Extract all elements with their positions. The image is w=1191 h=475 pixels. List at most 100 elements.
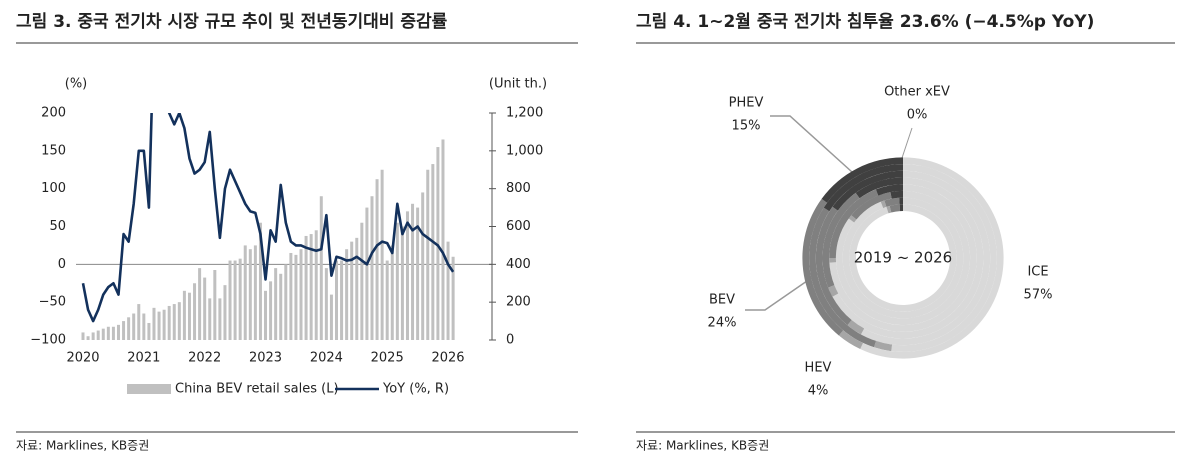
y-tick-label: 0 (58, 257, 66, 272)
bar (253, 245, 257, 340)
bar (431, 164, 435, 340)
bar (360, 222, 364, 340)
bar (264, 290, 268, 340)
donut-segment (802, 198, 844, 336)
bar (365, 207, 369, 340)
donut-segment (822, 192, 860, 288)
source: 자료: Marklines, KB증권 (16, 439, 149, 453)
bar (167, 305, 171, 340)
legend-label: YoY (%, R) (382, 382, 449, 397)
leader-line (901, 127, 913, 159)
slice-value-label: 57% (1024, 288, 1053, 303)
x-tick-label: 2026 (431, 351, 464, 366)
bar (132, 313, 136, 340)
bar (162, 309, 166, 340)
bar (208, 298, 212, 340)
bar (91, 332, 95, 340)
bar (86, 336, 90, 340)
donut-segment (829, 258, 837, 263)
bar (421, 192, 425, 340)
legend-swatch (127, 384, 171, 394)
bar (329, 294, 333, 340)
bar (314, 230, 318, 340)
bar (289, 252, 293, 340)
donut-segment (880, 200, 887, 209)
bar (101, 328, 105, 340)
slice-label: Other xEV (884, 85, 950, 100)
y2-tick-label: 1,000 (506, 143, 543, 158)
donut-segment (823, 164, 903, 212)
y-tick-label: −50 (39, 295, 66, 310)
bar (81, 332, 85, 340)
bar (122, 321, 126, 340)
slice-value-label: 15% (732, 119, 761, 134)
bar (106, 326, 110, 340)
donut-segment (899, 204, 903, 212)
leader-line (770, 115, 853, 173)
donut-segment (847, 320, 865, 335)
bar (395, 222, 399, 340)
donut-segment (873, 340, 893, 352)
donut-segment (855, 177, 903, 199)
x-tick-label: 2025 (371, 351, 404, 366)
line (81, 113, 455, 323)
y-axis-label: (%) (65, 77, 88, 92)
y2-tick-label: 600 (506, 219, 531, 234)
center-label: 2019 ~ 2026 (854, 249, 952, 267)
slice-value-label: 4% (808, 384, 829, 399)
bar (426, 169, 430, 340)
bar (340, 260, 344, 340)
bar (223, 285, 227, 340)
donut-segment (851, 192, 892, 220)
donut-segment (821, 157, 903, 203)
bar (279, 273, 283, 340)
source: 자료: Marklines, KB증권 (636, 439, 769, 453)
donut-segment (829, 189, 879, 258)
bar (182, 290, 186, 340)
x-tick-label: 2021 (127, 351, 160, 366)
y-tick-label: −100 (30, 333, 66, 348)
bar (248, 249, 252, 340)
bar (147, 322, 151, 340)
bar (274, 268, 278, 340)
legend-label: China BEV retail sales (L) (175, 382, 339, 397)
bar (335, 260, 338, 340)
bar (258, 222, 262, 340)
bar (152, 307, 156, 340)
bar (187, 292, 191, 340)
slice-value-label: 0% (907, 108, 928, 123)
leader-line (745, 271, 821, 311)
y-tick-label: 200 (41, 106, 66, 121)
donut-segment (838, 330, 864, 350)
bar (157, 311, 161, 340)
bar (193, 283, 197, 340)
bar (416, 207, 420, 340)
y-tick-label: 50 (49, 219, 66, 234)
slice-label: ICE (1027, 265, 1048, 280)
bar (370, 196, 374, 340)
bar (218, 298, 222, 340)
x-tick-label: 2020 (66, 351, 99, 366)
bar (177, 302, 181, 340)
chart-title: 그림 4. 1~2월 중국 전기차 침투율 23.6% (−4.5%p YoY) (636, 11, 1094, 32)
donut-segment (848, 215, 857, 223)
bar (385, 260, 389, 340)
bar (446, 241, 450, 340)
bar (96, 330, 100, 340)
chart-title: 그림 3. 중국 전기차 시장 규모 추이 및 전년동기대비 증감률 (16, 12, 448, 32)
bar (436, 147, 440, 340)
bar (284, 264, 288, 340)
bar (380, 169, 384, 340)
donut-segment (828, 285, 839, 297)
bar (319, 196, 323, 340)
bar (294, 254, 298, 340)
bar (203, 277, 207, 340)
bar (238, 258, 242, 340)
bar (228, 260, 232, 340)
bar (213, 270, 217, 340)
bar (345, 249, 349, 340)
bar (411, 203, 415, 340)
y-tick-label: 150 (41, 143, 66, 158)
